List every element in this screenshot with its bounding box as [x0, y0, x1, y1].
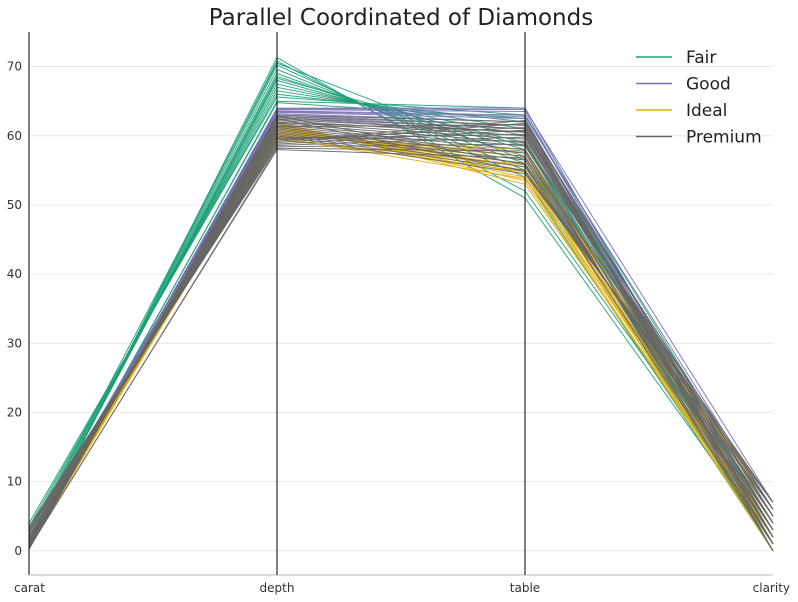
- legend-label: Premium: [686, 128, 762, 148]
- y-tick-label: 40: [7, 267, 22, 281]
- y-tick-label: 20: [7, 405, 22, 419]
- series-line: [28, 108, 774, 547]
- x-axis-label: table: [510, 581, 540, 595]
- y-tick-label: 0: [14, 544, 22, 558]
- y-tick-label: 70: [7, 60, 22, 74]
- series-line: [28, 124, 774, 546]
- x-axis-label: depth: [260, 581, 295, 595]
- series-line: [28, 110, 774, 549]
- x-axis-label: carat: [14, 581, 45, 595]
- series-line: [28, 133, 774, 540]
- series-group: [28, 56, 774, 552]
- y-tick-label: 30: [7, 336, 22, 350]
- y-tick-label: 10: [7, 475, 22, 489]
- legend-label: Good: [686, 75, 731, 95]
- series-line: [28, 133, 774, 547]
- legend: Fair Good Ideal Premium: [636, 48, 762, 148]
- legend-label: Fair: [686, 48, 716, 68]
- y-tick-label: 50: [7, 198, 22, 212]
- series-line: [28, 117, 774, 547]
- y-tick-label: 60: [7, 129, 22, 143]
- series-line: [28, 62, 774, 552]
- series-line: [28, 136, 774, 538]
- series-line: [28, 96, 774, 524]
- x-axis-label: clarity: [753, 581, 790, 595]
- series-line: [28, 122, 774, 546]
- y-tick-labels: 0 10 20 30 40 50 60 70: [7, 60, 22, 558]
- series-group: [28, 114, 774, 552]
- series-line: [28, 136, 774, 539]
- x-axis-labels: carat depth table clarity: [14, 581, 790, 595]
- series-line: [28, 132, 774, 549]
- series-line: [28, 115, 774, 548]
- series-lines: [28, 56, 774, 552]
- chart-title: Parallel Coordinated of Diamonds: [209, 5, 593, 31]
- vertical-axes: [28, 32, 773, 576]
- series-line: [28, 132, 774, 541]
- gridlines: [29, 66, 773, 552]
- series-line: [28, 135, 774, 540]
- series-line: [28, 135, 774, 546]
- legend-label: Ideal: [686, 101, 727, 121]
- series-line: [28, 93, 774, 531]
